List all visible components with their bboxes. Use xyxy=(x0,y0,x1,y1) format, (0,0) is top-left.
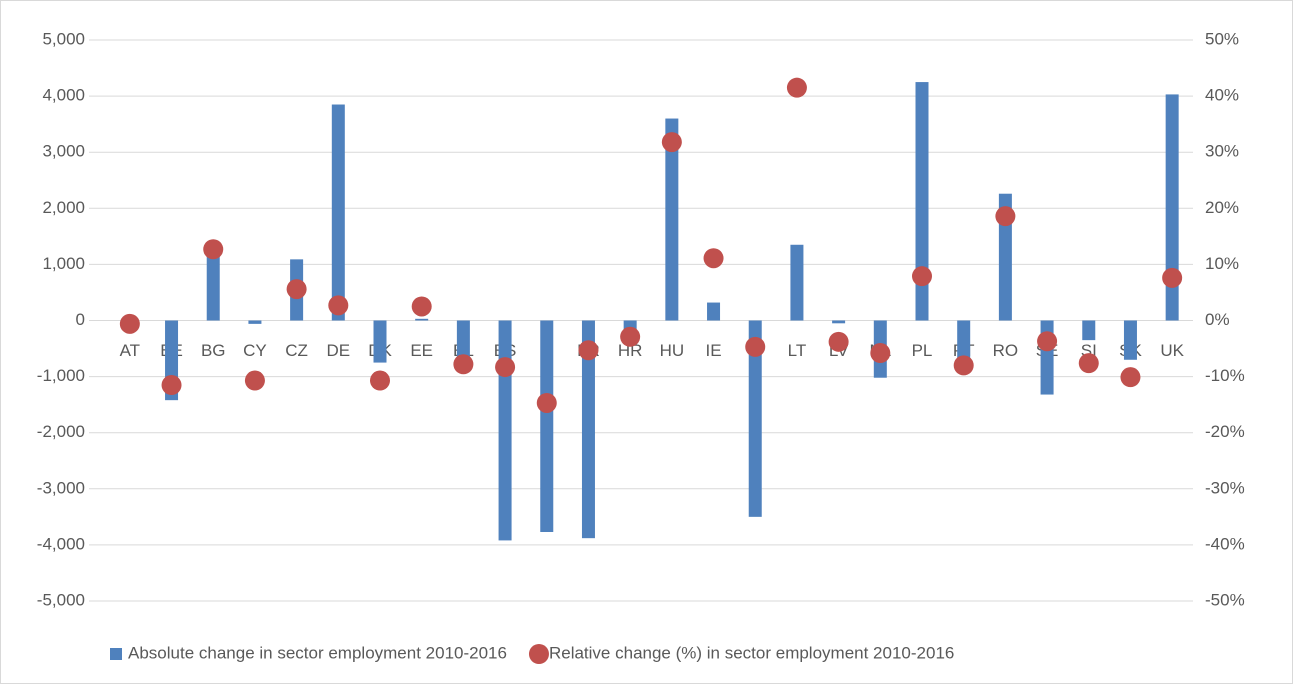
y2-tick-label: 0% xyxy=(1205,310,1230,329)
dot xyxy=(1037,331,1058,352)
x-tick-label: PL xyxy=(912,341,933,360)
y2-tick-label: 40% xyxy=(1205,86,1239,105)
dot xyxy=(745,336,766,357)
dot xyxy=(1162,267,1183,288)
y-tick-label: -1,000 xyxy=(37,366,85,385)
bar xyxy=(748,320,762,517)
x-tick-label: HR xyxy=(618,341,643,360)
dot xyxy=(661,132,682,153)
bar xyxy=(331,104,345,321)
bar xyxy=(206,253,220,321)
dot xyxy=(328,295,349,316)
dot xyxy=(244,370,265,391)
dot xyxy=(119,313,140,334)
y2-tick-label: 50% xyxy=(1205,29,1239,48)
y2-tick-label: -50% xyxy=(1205,590,1245,609)
dot xyxy=(995,206,1016,227)
x-tick-label: AT xyxy=(120,341,140,360)
dot xyxy=(912,266,932,287)
y-tick-label: 2,000 xyxy=(42,198,85,217)
dot xyxy=(1078,353,1099,374)
bar xyxy=(456,320,470,363)
dot xyxy=(828,331,849,352)
x-tick-label: UK xyxy=(1160,341,1184,360)
dot xyxy=(620,326,641,347)
y-tick-label: 3,000 xyxy=(42,142,85,161)
y-tick-label: -4,000 xyxy=(37,534,85,553)
y2-tick-label: -40% xyxy=(1205,534,1245,553)
legend-label: Absolute change in sector employment 201… xyxy=(128,643,507,662)
bar xyxy=(1082,320,1096,341)
dot xyxy=(453,354,474,375)
y2-tick-label: 20% xyxy=(1205,198,1239,217)
bar xyxy=(581,320,595,539)
y-tick-label: -2,000 xyxy=(37,422,85,441)
bar xyxy=(832,320,846,324)
x-tick-label: EE xyxy=(410,341,433,360)
dot xyxy=(495,357,516,378)
legend-label: Relative change (%) in sector employment… xyxy=(549,643,954,662)
y2-tick-label: -20% xyxy=(1205,422,1245,441)
y2-tick-label: -10% xyxy=(1205,366,1245,385)
x-tick-label: BG xyxy=(201,341,226,360)
bar xyxy=(540,320,554,532)
y-tick-label: 4,000 xyxy=(42,86,85,105)
bar xyxy=(665,118,679,321)
bar xyxy=(957,320,971,366)
legend-swatch xyxy=(528,644,549,664)
bar xyxy=(623,320,637,332)
bar xyxy=(415,318,429,321)
x-tick-label: IE xyxy=(706,341,722,360)
dot xyxy=(870,343,891,364)
y-tick-label: 0 xyxy=(76,310,85,329)
dot xyxy=(578,340,599,361)
bar xyxy=(1165,94,1179,321)
dot xyxy=(1120,367,1141,388)
dot xyxy=(203,239,224,260)
dot xyxy=(161,375,182,396)
x-tick-label: DE xyxy=(326,341,350,360)
bar xyxy=(498,320,512,541)
dot xyxy=(536,392,557,413)
x-tick-label: LT xyxy=(788,341,807,360)
dot xyxy=(703,248,724,269)
y-tick-label: -5,000 xyxy=(37,590,85,609)
x-tick-label: CY xyxy=(243,341,267,360)
bar xyxy=(248,320,262,324)
x-tick-label: CZ xyxy=(285,341,308,360)
dot xyxy=(953,355,974,376)
y-tick-label: 1,000 xyxy=(42,254,85,273)
dot xyxy=(786,77,807,98)
bar xyxy=(1123,320,1137,360)
dot xyxy=(370,370,390,391)
bar xyxy=(915,82,929,321)
bar xyxy=(373,320,387,363)
x-tick-label: HU xyxy=(660,341,685,360)
dot xyxy=(411,296,432,317)
y-tick-label: -3,000 xyxy=(37,478,85,497)
y-tick-label: 5,000 xyxy=(42,29,85,48)
legend-swatch xyxy=(110,648,122,660)
bar xyxy=(790,244,804,321)
y2-tick-label: 10% xyxy=(1205,254,1239,273)
x-tick-label: RO xyxy=(993,341,1019,360)
y2-tick-label: -30% xyxy=(1205,478,1245,497)
y2-tick-label: 30% xyxy=(1205,142,1239,161)
dot xyxy=(286,279,307,300)
bar xyxy=(707,302,721,321)
